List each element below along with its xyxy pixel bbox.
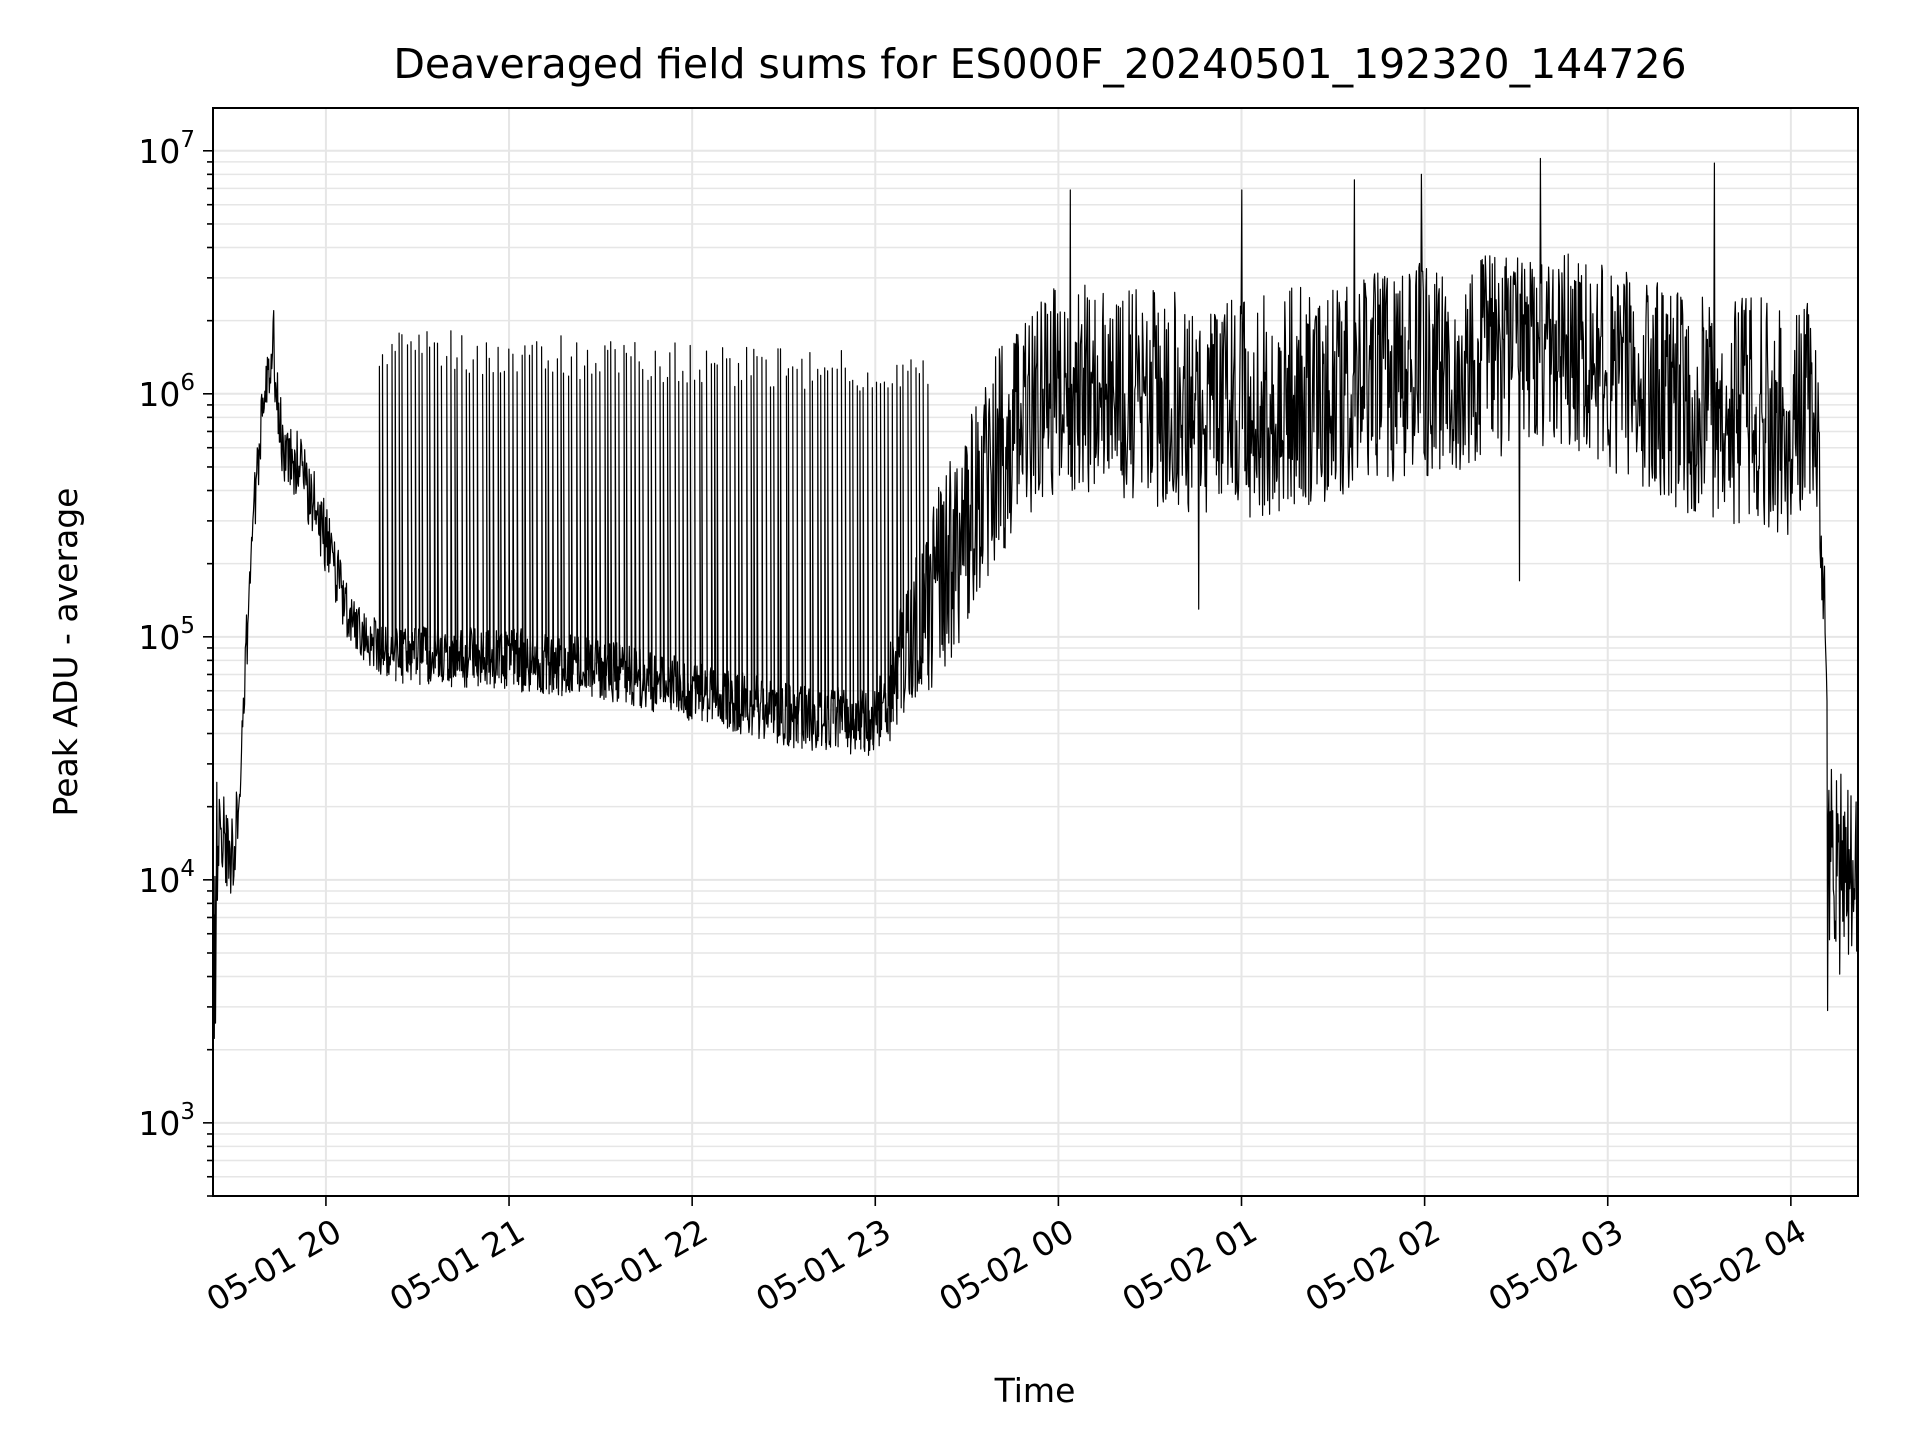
x-tick-label: 05-01 23 <box>749 1211 897 1319</box>
y-tick-label: 107 <box>138 127 195 171</box>
chart-title: Deaveraged field sums for ES000F_2024050… <box>393 40 1686 88</box>
y-tick-label: 106 <box>138 370 195 414</box>
x-tick-label: 05-01 20 <box>200 1211 348 1319</box>
y-tick-label: 103 <box>138 1099 195 1143</box>
y-tick-label: 104 <box>138 856 195 900</box>
x-tick-label: 05-02 03 <box>1482 1211 1630 1319</box>
grid <box>213 108 1858 1197</box>
series-path <box>212 157 1859 1043</box>
y-axis-label: Peak ADU - average <box>46 488 85 817</box>
series-line <box>212 157 1859 1043</box>
x-tick-label: 05-01 21 <box>383 1211 531 1319</box>
x-tick-label: 05-02 01 <box>1116 1211 1264 1319</box>
plot-frame <box>212 107 1859 1197</box>
y-tick-label: 105 <box>138 613 195 657</box>
x-tick-label: 05-01 22 <box>566 1211 714 1319</box>
x-axis-label: Time <box>994 1371 1076 1410</box>
x-tick-label: 05-02 00 <box>932 1211 1080 1319</box>
x-tick-label: 05-02 04 <box>1665 1211 1813 1319</box>
x-tick-label: 05-02 02 <box>1299 1211 1447 1319</box>
